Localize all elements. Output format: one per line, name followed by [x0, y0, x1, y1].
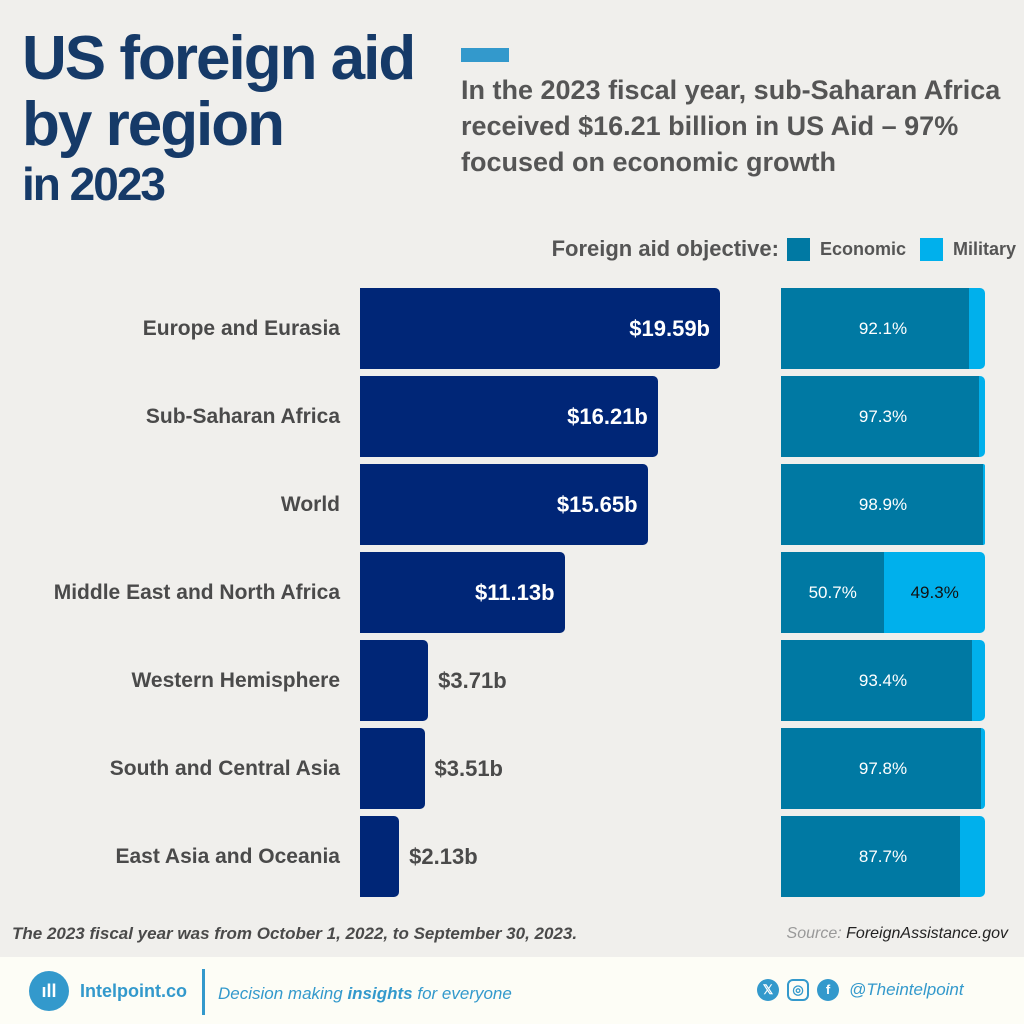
economic-segment — [781, 728, 981, 809]
tagline: Decision making insights for everyone — [218, 984, 512, 1004]
bar — [360, 552, 565, 633]
military-pct-label: 49.3% — [910, 582, 959, 602]
military-segment — [968, 288, 985, 369]
category-label: South and Central Asia — [109, 756, 340, 780]
bar-value-label: $11.13b — [475, 579, 555, 605]
bar — [360, 376, 658, 457]
bar-value-label: $3.51b — [434, 755, 504, 781]
bar — [360, 640, 429, 721]
legend-label-military: Military — [952, 238, 1016, 259]
title-line-2: by region — [22, 90, 285, 159]
legend-swatch-military — [919, 237, 943, 261]
title-line-1: US foreign aid — [22, 24, 416, 93]
economic-pct-label: 98.9% — [858, 494, 908, 514]
military-segment — [980, 728, 985, 809]
source-label: Source: — [786, 925, 842, 942]
bar-value-label: $15.65b — [556, 491, 638, 517]
economic-segment — [781, 816, 960, 897]
subtitle: In the 2023 fiscal year, sub-Saharan Afr… — [461, 75, 1001, 177]
category-label: Europe and Eurasia — [142, 316, 340, 340]
title-line-3: in 2023 — [22, 158, 166, 210]
category-label: Sub-Saharan Africa — [145, 404, 340, 428]
military-segment — [979, 376, 985, 457]
military-segment — [982, 464, 985, 545]
economic-pct-label: 92.1% — [858, 318, 908, 338]
bar-value-label: $3.71b — [438, 667, 507, 693]
economic-pct-label: 97.8% — [858, 758, 908, 778]
bar — [360, 728, 425, 809]
social-handle[interactable]: @Theintelpoint — [849, 980, 964, 999]
accent-bar — [461, 48, 509, 62]
economic-pct-label: 50.7% — [808, 582, 857, 602]
page-title: US foreign aid by region in 2023 — [22, 24, 416, 211]
military-segment — [959, 816, 985, 897]
legend-title: Foreign aid objective: — [551, 236, 779, 261]
instagram-icon[interactable]: ◎ — [787, 979, 809, 1001]
bar-value-label: $19.59b — [629, 315, 710, 341]
economic-pct-label: 97.3% — [858, 406, 908, 426]
military-segment — [971, 640, 985, 721]
economic-segment — [781, 552, 885, 633]
category-label: Western Hemisphere — [131, 668, 340, 692]
category-label: East Asia and Oceania — [115, 844, 341, 868]
economic-segment — [781, 376, 980, 457]
bar-value-label: $16.21b — [567, 403, 648, 429]
bar-value-label: $2.13b — [409, 843, 478, 869]
tagline-pre: Decision making — [218, 984, 348, 1003]
divider — [202, 969, 205, 1015]
x-icon[interactable]: 𝕏 — [757, 979, 779, 1001]
economic-segment — [781, 464, 983, 545]
source: Source: ForeignAssistance.gov — [787, 925, 1008, 943]
logo-icon: ıll — [29, 971, 69, 1011]
bar — [360, 464, 648, 545]
brand-link[interactable]: Intelpoint.co — [80, 981, 187, 1001]
social-links: 𝕏 ◎ f @Theintelpoint — [757, 979, 964, 1001]
source-value: ForeignAssistance.gov — [846, 925, 1008, 942]
legend: Foreign aid objective: Economic Military — [552, 236, 1016, 262]
bar — [360, 288, 720, 369]
legend-swatch-economic — [786, 237, 810, 261]
economic-pct-label: 87.7% — [858, 846, 908, 866]
bar — [360, 816, 400, 897]
tagline-post: for everyone — [412, 984, 512, 1003]
legend-label-economic: Economic — [819, 238, 906, 259]
military-segment — [884, 552, 985, 633]
footnote: The 2023 fiscal year was from October 1,… — [12, 924, 578, 943]
category-label: Middle East and North Africa — [53, 580, 340, 604]
facebook-icon[interactable]: f — [817, 979, 839, 1001]
economic-segment — [781, 640, 972, 721]
economic-pct-label: 93.4% — [858, 670, 908, 690]
tagline-bold: insights — [347, 984, 413, 1003]
footer: ıll Intelpoint.co Decision making insigh… — [0, 957, 1024, 1024]
category-label: World — [280, 492, 340, 516]
economic-segment — [781, 288, 969, 369]
